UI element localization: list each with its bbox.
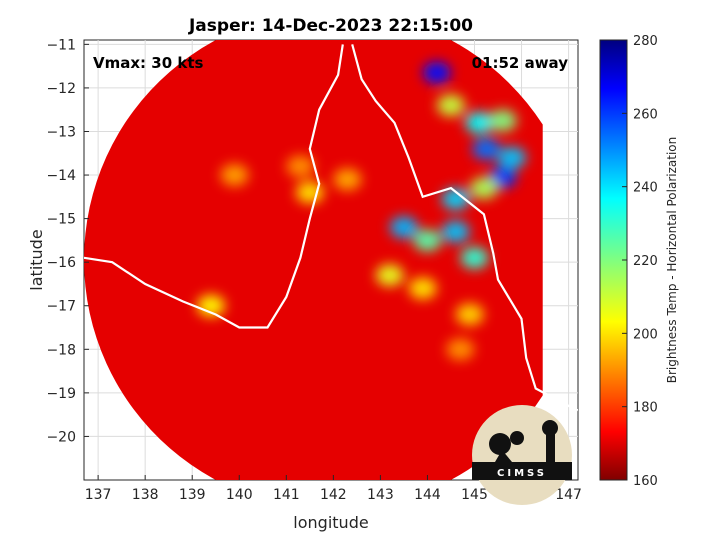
warm-spot xyxy=(389,216,418,239)
warm-spot xyxy=(441,220,470,243)
colorbar-tick-label: 280 xyxy=(633,34,658,49)
time-away-annotation: 01:52 away xyxy=(472,54,569,72)
x-tick-label: 145 xyxy=(461,487,488,503)
warm-spot xyxy=(446,338,475,361)
x-tick-label: 143 xyxy=(367,487,394,503)
warm-spot xyxy=(220,164,249,187)
coastline xyxy=(84,44,344,329)
warm-spot xyxy=(455,303,484,326)
x-tick-label: 144 xyxy=(414,487,441,503)
x-tick-label: 137 xyxy=(85,487,112,503)
chart-title: Jasper: 14-Dec-2023 22:15:00 xyxy=(188,16,473,36)
swath-disc xyxy=(84,40,543,480)
cimss-logo: CIMSS xyxy=(472,405,572,505)
warm-spot xyxy=(413,229,442,252)
warm-spot xyxy=(436,94,465,117)
x-axis-label: longitude xyxy=(293,513,368,532)
warm-spot xyxy=(498,146,527,169)
y-tick-label: −17 xyxy=(46,299,76,315)
y-tick-label: −14 xyxy=(46,168,76,184)
colorbar-ticks: 280 260 240 220 200 180 160 xyxy=(622,34,658,489)
logo-text: CIMSS xyxy=(497,468,547,479)
y-axis-ticks: −11 −12 −13 −14 −15 −16 −17 −18 −19 −20 xyxy=(46,37,89,445)
warm-spots xyxy=(197,61,527,361)
colorbar-tick-label: 200 xyxy=(633,327,658,342)
colorbar-tick-label: 260 xyxy=(633,107,658,122)
warm-spot xyxy=(375,264,404,287)
colorbar-tick-label: 220 xyxy=(633,254,658,269)
y-axis-label: latitude xyxy=(27,229,46,290)
brightness-temp-swath xyxy=(84,40,543,480)
x-tick-label: 147 xyxy=(555,487,582,503)
warm-spot xyxy=(441,188,470,211)
y-tick-label: −19 xyxy=(46,386,76,402)
y-tick-label: −12 xyxy=(46,81,76,97)
vmax-annotation: Vmax: 30 kts xyxy=(93,54,203,72)
warm-spot xyxy=(408,277,437,300)
warm-spot xyxy=(472,137,501,160)
warm-spot xyxy=(460,246,489,269)
warm-spot xyxy=(295,181,324,204)
y-tick-label: −16 xyxy=(46,255,76,271)
warm-spot xyxy=(469,177,498,200)
warm-spot xyxy=(286,155,315,178)
warm-spot xyxy=(333,168,362,191)
x-tick-label: 141 xyxy=(273,487,300,503)
colorbar: 280 260 240 220 200 180 160 Brightness Temp - … xyxy=(599,34,679,489)
warm-spot xyxy=(197,294,226,317)
coastlines xyxy=(84,44,578,412)
x-tick-label: 140 xyxy=(226,487,253,503)
warm-spot xyxy=(422,61,451,84)
warm-spot xyxy=(465,111,494,134)
y-tick-label: −11 xyxy=(46,37,76,53)
colorbar-label: Brightness Temp - Horizontal Polarizatio… xyxy=(665,137,679,384)
y-tick-label: −15 xyxy=(46,212,76,228)
x-tick-label: 139 xyxy=(179,487,206,503)
colorbar-tick-label: 160 xyxy=(633,474,658,489)
coastline xyxy=(351,44,578,412)
y-tick-label: −13 xyxy=(46,124,76,140)
y-tick-label: −18 xyxy=(46,342,76,358)
x-tick-label: 138 xyxy=(132,487,159,503)
colorbar-tick-label: 240 xyxy=(633,181,658,196)
colorbar-tick-label: 180 xyxy=(633,401,658,416)
y-tick-label: −20 xyxy=(46,429,76,445)
x-tick-label: 142 xyxy=(320,487,347,503)
warm-spot xyxy=(488,109,517,132)
